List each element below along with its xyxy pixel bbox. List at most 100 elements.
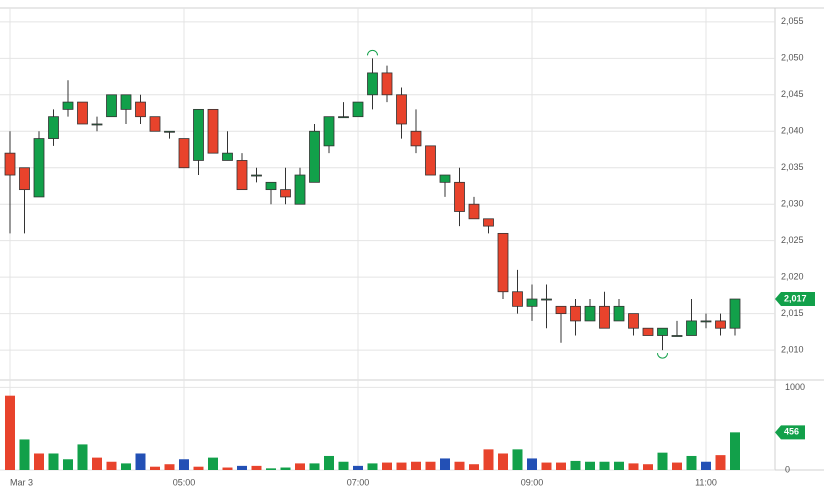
volume-tag: 456: [784, 427, 799, 437]
candle-body: [729, 298, 741, 329]
volume-bar: [440, 458, 450, 470]
volume-bar: [150, 466, 160, 470]
volume-bar: [599, 461, 610, 470]
volume-bar: [309, 463, 320, 470]
volume-bar: [541, 462, 552, 470]
volume-bar: [425, 461, 436, 470]
y-tick-label: 0: [785, 464, 790, 474]
candle-body: [671, 335, 683, 337]
volume-bar: [193, 466, 204, 470]
volume-bar: [34, 453, 44, 470]
candle-body: [120, 94, 132, 110]
candle-body: [251, 174, 262, 177]
volume-bar: [280, 467, 291, 470]
volume-bar: [512, 449, 523, 470]
volume-bar: [454, 461, 465, 470]
x-tick-label: 09:00: [521, 477, 544, 487]
volume-bar: [396, 462, 407, 470]
volume-bar: [498, 453, 508, 470]
x-tick-label: Mar 3: [10, 477, 33, 487]
candle-body: [48, 116, 59, 139]
candle-body: [193, 108, 204, 161]
candle-body: [309, 130, 320, 183]
candle-body: [236, 160, 248, 191]
volume-bar: [48, 453, 59, 470]
volume-bar: [237, 465, 247, 470]
candle-body: [700, 320, 712, 323]
x-tick-label: 05:00: [173, 477, 196, 487]
volume-bar: [367, 463, 378, 470]
volume-bar: [730, 432, 740, 470]
candle-body: [352, 101, 364, 118]
price-tag: 2,017: [784, 293, 807, 303]
candle-body: [178, 138, 190, 169]
volume-bar: [628, 463, 639, 470]
volume-bar: [19, 439, 30, 470]
volume-bar: [657, 452, 668, 470]
volume-bar: [92, 457, 102, 470]
candle-body: [657, 327, 668, 336]
volume-bar: [353, 465, 363, 470]
candle-body: [439, 174, 451, 183]
volume-bar: [570, 460, 581, 470]
volume-bar: [701, 461, 711, 470]
candle-body: [381, 72, 393, 96]
volume-bar: [179, 459, 189, 470]
volume-bar: [614, 461, 624, 470]
candle-body: [33, 138, 45, 198]
x-tick-label: 07:00: [347, 477, 370, 487]
candle-body: [613, 305, 625, 322]
candle-body: [367, 72, 378, 96]
candle-body: [4, 152, 16, 176]
volume-bar: [686, 455, 697, 470]
candle-body: [323, 116, 335, 147]
volume-bar: [527, 458, 537, 470]
candle-body: [265, 181, 277, 191]
candle-body: [628, 313, 639, 329]
volume-bar: [222, 467, 233, 470]
volume-bar: [251, 465, 262, 470]
candle-body: [642, 327, 654, 336]
volume-bar: [106, 461, 117, 470]
high-marker: [367, 49, 378, 56]
y-tick-label: 2,015: [781, 308, 804, 318]
y-tick-label: 2,035: [781, 162, 804, 172]
candle-body: [425, 145, 436, 176]
candle-body: [526, 298, 538, 307]
y-tick-label: 2,030: [781, 199, 804, 209]
candle-body: [222, 152, 233, 161]
candle-body: [497, 232, 509, 293]
candle-body: [584, 305, 596, 322]
candle-body: [164, 130, 175, 133]
volume-bar: [643, 464, 653, 470]
candle-body: [686, 320, 697, 336]
volume-bar: [411, 461, 421, 470]
candle-body: [396, 94, 407, 125]
volume-bar: [266, 468, 276, 470]
x-tick-label: 11:00: [695, 477, 717, 487]
candle-body: [62, 101, 74, 110]
volume-bar: [77, 444, 88, 470]
candle-body: [715, 320, 726, 329]
volume-bar: [121, 463, 131, 470]
y-tick-label: 2,020: [781, 272, 804, 282]
low-marker: [657, 353, 668, 359]
y-tick-label: 2,010: [781, 344, 804, 354]
candle-body: [512, 291, 523, 307]
volume-bar: [672, 462, 682, 470]
candle-body: [294, 174, 306, 205]
y-tick-label: 2,055: [781, 16, 804, 26]
candle-body: [106, 94, 117, 118]
candle-body: [19, 167, 30, 191]
volume-bar: [338, 461, 349, 470]
candle-body: [207, 108, 219, 154]
volume-bar: [483, 449, 494, 470]
candle-body: [570, 305, 581, 322]
volume-tag-bg: [775, 425, 805, 440]
volume-bar: [208, 457, 218, 470]
y-tick-label: 2,045: [781, 89, 804, 99]
candle-body: [483, 218, 494, 227]
candle-body: [149, 116, 161, 132]
candle-body: [541, 298, 552, 301]
